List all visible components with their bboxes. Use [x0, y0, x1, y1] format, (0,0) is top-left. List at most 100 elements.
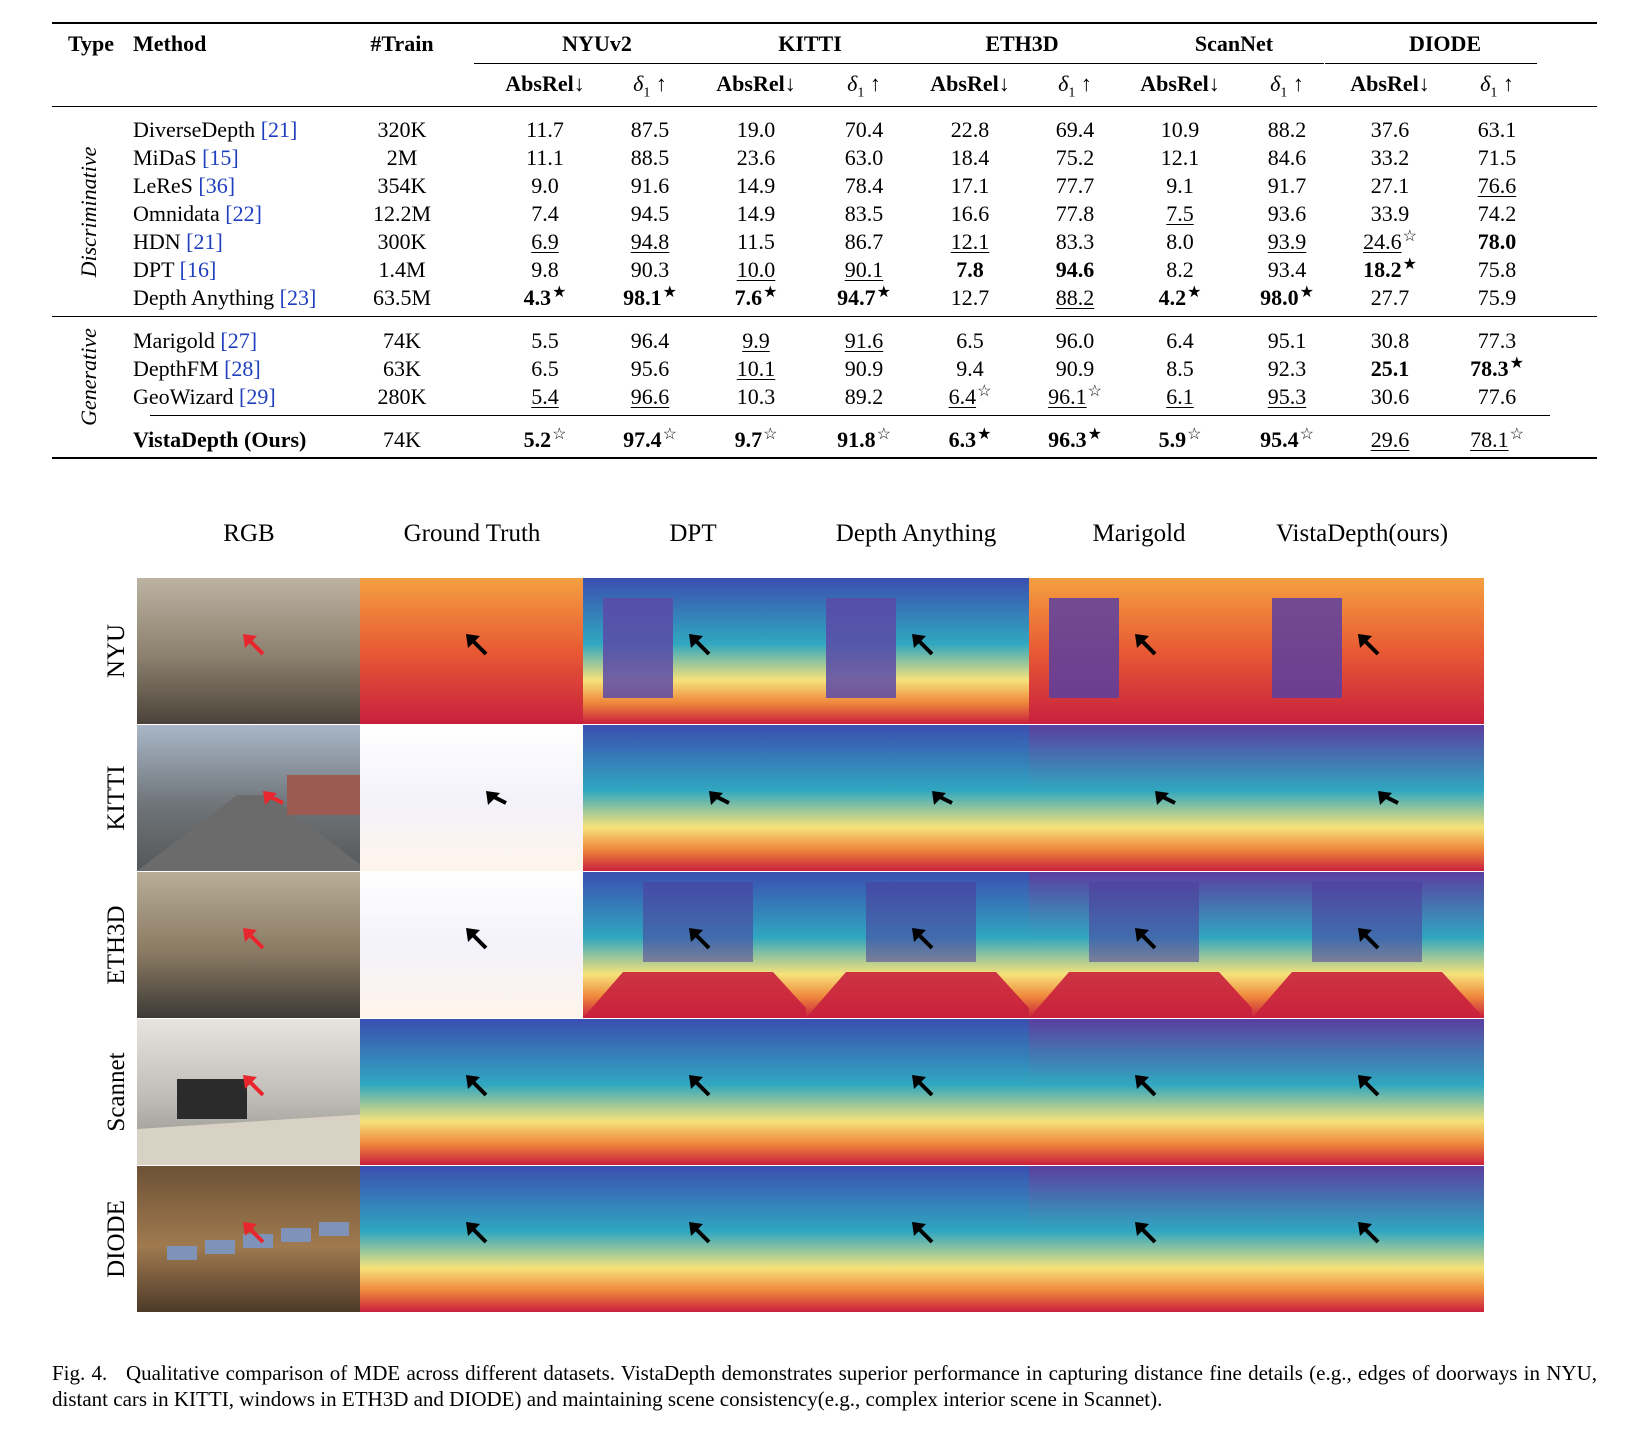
- delta-arrow: ↑: [864, 71, 881, 96]
- metric-cell: 94.5: [631, 200, 670, 228]
- metric-cell: 96.1☆: [1048, 383, 1102, 411]
- metric-cell: 93.9: [1268, 228, 1307, 256]
- dataset-group-underline: [1325, 63, 1537, 65]
- metric-cell: 6.4☆: [949, 383, 992, 411]
- citation-link: [36]: [198, 173, 236, 198]
- metric-value: 6.4: [1166, 328, 1194, 353]
- delta-subscript: 1: [1490, 85, 1498, 101]
- metric-value: 97.4: [623, 427, 662, 452]
- depth-panel: [806, 1019, 1038, 1165]
- dataset-group-underline: [1112, 63, 1324, 65]
- metric-cell: 90.9: [845, 355, 884, 383]
- best-star-icon: ★: [1509, 354, 1524, 372]
- best-star-icon: ★: [1087, 425, 1102, 443]
- metric-cell: 19.0: [737, 116, 776, 144]
- metric-cell: 63.1: [1478, 116, 1517, 144]
- metric-value: 91.8: [837, 427, 876, 452]
- metric-value: 69.4: [1055, 117, 1095, 142]
- metric-value: 27.1: [1370, 173, 1410, 198]
- row-group-generative: Generative: [76, 328, 101, 426]
- metric-cell: 77.7: [1056, 172, 1095, 200]
- metric-cell: 89.2: [845, 383, 884, 411]
- metric-cell: 6.5: [956, 327, 984, 355]
- metric-value: 6.5: [531, 356, 559, 381]
- best-star-icon: ★: [876, 283, 891, 301]
- metric-value: 74.2: [1477, 201, 1517, 226]
- depth-panel: [1029, 1019, 1261, 1165]
- metric-value: 6.5: [956, 328, 984, 353]
- pointer-arrow-icon: [1358, 928, 1380, 950]
- figure-row-label: ETH3D: [103, 905, 130, 985]
- metric-cell: 37.6: [1371, 116, 1410, 144]
- depth-panel: [360, 725, 592, 871]
- header-dataset-scannet: ScanNet: [1194, 31, 1274, 56]
- caption-label: Fig. 4.: [52, 1361, 108, 1385]
- metric-cell: 86.7: [845, 228, 884, 256]
- best-star-icon: ★: [977, 425, 992, 443]
- metric-value: 63.1: [1477, 117, 1517, 142]
- metric-cell: 96.4: [631, 327, 670, 355]
- pointer-arrow-icon: [243, 1222, 265, 1244]
- metric-value: 77.7: [1055, 173, 1095, 198]
- metric-cell: 63.0: [845, 144, 884, 172]
- method-name: DiverseDepth [21]: [133, 116, 297, 144]
- second-star-icon: ☆: [1402, 227, 1417, 245]
- metric-value: 4.3: [523, 285, 552, 310]
- metric-cell: 30.8: [1371, 327, 1410, 355]
- metric-cell: 18.2★: [1363, 256, 1417, 284]
- header-delta1: δ1 ↑: [1480, 70, 1514, 107]
- method-label: VistaDepth (Ours): [133, 427, 307, 452]
- metric-value: 88.5: [630, 145, 670, 170]
- metric-value: 94.8: [630, 229, 670, 254]
- method-label: GeoWizard: [133, 384, 240, 409]
- citation-link: [21]: [260, 117, 298, 142]
- delta-arrow: ↑: [1287, 71, 1304, 96]
- metric-value: 7.8: [956, 257, 984, 282]
- citation-link: [16]: [179, 257, 217, 282]
- metric-cell: 78.0: [1478, 228, 1517, 256]
- pointer-arrow-icon: [243, 928, 265, 950]
- depth-panel: [137, 1019, 369, 1165]
- metric-cell: 10.3: [737, 383, 776, 411]
- best-star-icon: ★: [1402, 255, 1417, 273]
- metric-cell: 23.6: [737, 144, 776, 172]
- metric-value: 22.8: [950, 117, 990, 142]
- metric-value: 75.9: [1477, 285, 1517, 310]
- pointer-arrow-icon: [709, 791, 730, 805]
- best-star-icon: ★: [763, 283, 778, 301]
- metric-value: 93.4: [1267, 257, 1307, 282]
- metric-cell: 11.7: [526, 116, 564, 144]
- metric-cell: 33.2: [1371, 144, 1410, 172]
- metric-cell: 22.8: [951, 116, 990, 144]
- metric-cell: 94.7★: [837, 284, 891, 312]
- metric-value: 96.1: [1048, 384, 1087, 409]
- depth-panel: [360, 1166, 592, 1312]
- metric-cell: 78.3★: [1470, 355, 1524, 383]
- header-type: Type: [68, 31, 115, 56]
- metric-value: 11.1: [526, 145, 564, 170]
- metric-cell: 9.4: [956, 355, 984, 383]
- metric-cell: 93.4: [1268, 256, 1307, 284]
- metric-cell: 18.4: [951, 144, 990, 172]
- train-size: 1.4M: [378, 257, 426, 282]
- method-name: VistaDepth (Ours): [133, 426, 306, 454]
- pointer-arrow-icon: [466, 1222, 488, 1244]
- metric-cell: 25.1: [1371, 355, 1410, 383]
- depth-panel: [583, 578, 815, 724]
- pointer-arrow-icon: [932, 791, 953, 805]
- metric-value: 88.2: [1267, 117, 1307, 142]
- metric-value: 83.5: [844, 201, 884, 226]
- metric-cell: 9.8: [531, 256, 559, 284]
- metric-value: 5.5: [531, 328, 559, 353]
- second-star-icon: ☆: [876, 425, 891, 443]
- metric-cell: 29.6: [1371, 426, 1410, 454]
- metric-cell: 70.4: [845, 116, 884, 144]
- metric-value: 9.1: [1166, 173, 1194, 198]
- metric-cell: 12.7: [951, 284, 990, 312]
- metric-value: 25.1: [1370, 356, 1410, 381]
- method-label: LeReS: [133, 173, 199, 198]
- method-name: DepthFM [28]: [133, 355, 261, 383]
- pointer-arrow-icon: [912, 1075, 934, 1097]
- metric-value: 9.7: [734, 427, 763, 452]
- metric-cell: 77.8: [1056, 200, 1095, 228]
